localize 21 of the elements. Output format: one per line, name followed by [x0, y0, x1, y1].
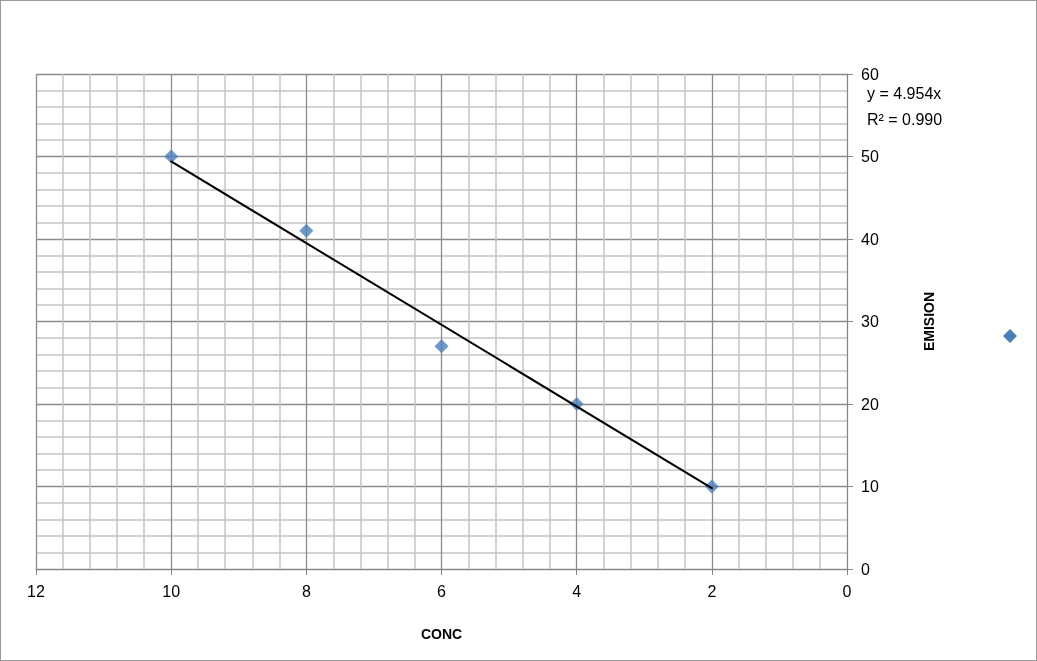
- x-tick-label: 10: [162, 582, 181, 600]
- point: [299, 223, 314, 238]
- x-tick-label: 4: [572, 582, 582, 600]
- y-tick-label: 60: [861, 65, 879, 83]
- point: [164, 149, 179, 164]
- point: [434, 339, 449, 354]
- x-tick-label: 0: [842, 582, 852, 600]
- x-tick-label: 6: [437, 582, 447, 600]
- text: y = 4.954x: [867, 84, 942, 102]
- x-tick-label: 2: [707, 582, 717, 600]
- y-tick-label: 0: [861, 560, 870, 578]
- text: R² = 0.990: [867, 110, 943, 128]
- x-tick-label: 8: [301, 582, 311, 600]
- y-axis-title: EMISION: [921, 291, 937, 352]
- y-tick-label: 20: [861, 395, 879, 413]
- y-tick-label: 30: [861, 313, 879, 330]
- x-tick-label: 12: [27, 582, 45, 600]
- y-tick-label: 40: [861, 230, 879, 248]
- y-tick-label: 50: [861, 148, 879, 165]
- x-axis-title: CONC: [420, 626, 463, 642]
- y-tick-label: 10: [861, 478, 879, 495]
